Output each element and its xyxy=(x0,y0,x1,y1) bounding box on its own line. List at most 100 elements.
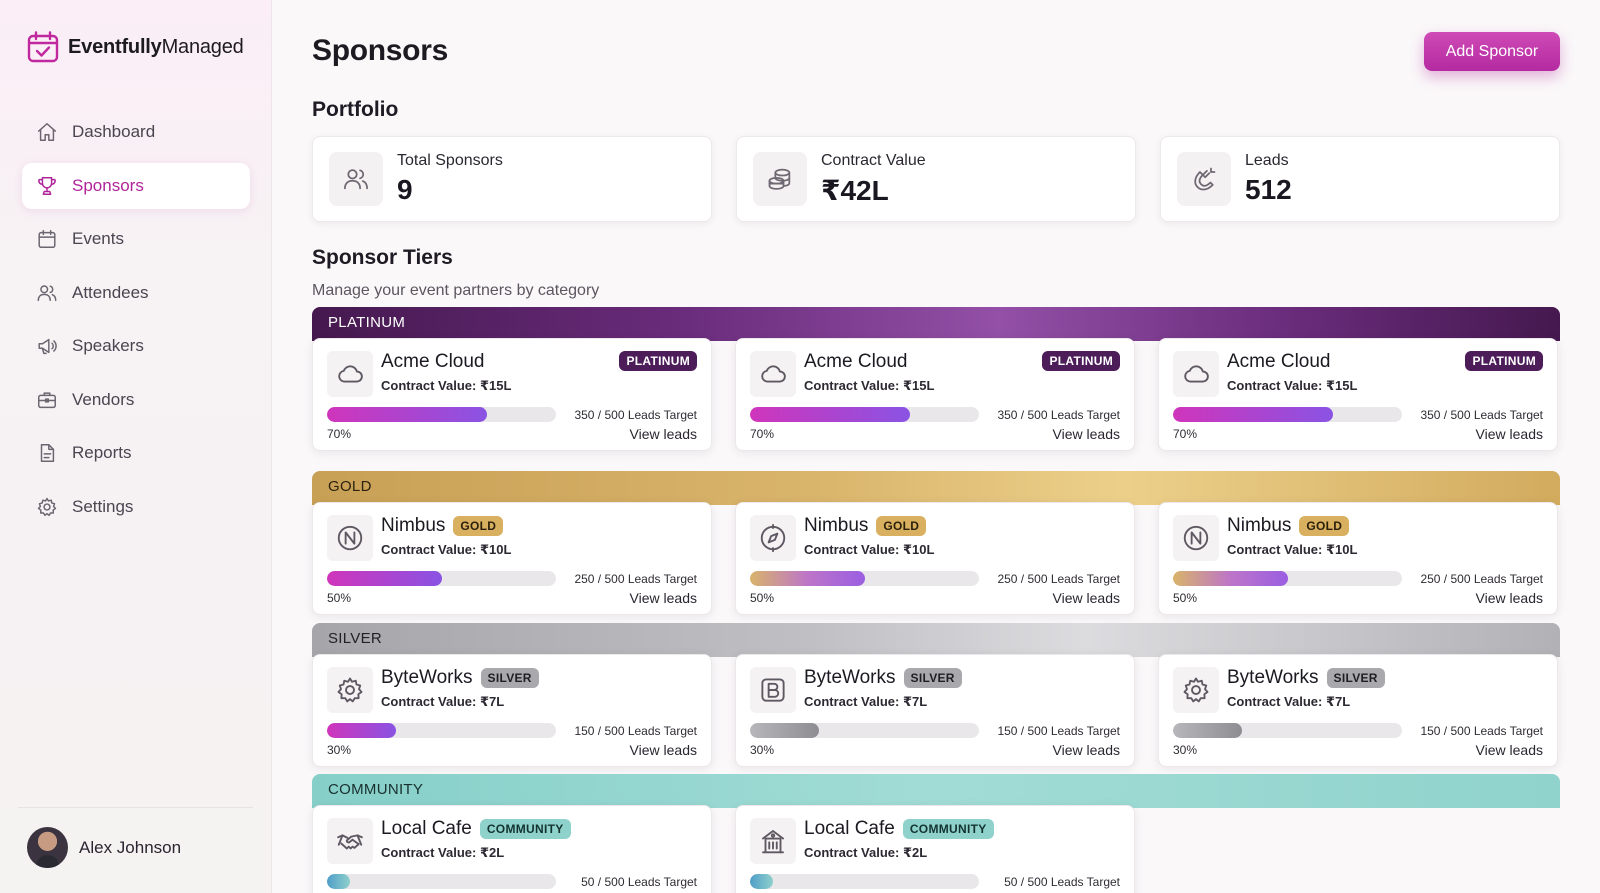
portfolio-title: Portfolio xyxy=(312,98,399,121)
sidebar-divider xyxy=(18,807,253,808)
magnet-icon xyxy=(1194,167,1216,191)
sponsor-card[interactable]: PLATINUM Acme Cloud Contract Value: ₹15L 35… xyxy=(312,338,712,451)
sidebar-item-label: Vendors xyxy=(72,389,135,409)
briefcase-icon xyxy=(38,391,56,408)
view-leads-link[interactable]: View leads xyxy=(1052,590,1120,606)
n-logo-icon xyxy=(1183,525,1209,551)
leads-progress-fill xyxy=(1173,723,1242,738)
sponsor-logo xyxy=(327,818,373,864)
avatar[interactable] xyxy=(27,827,68,868)
sponsor-name: Local Cafe xyxy=(381,818,472,839)
sidebar-item-attendees[interactable]: Attendees xyxy=(22,270,250,316)
leads-progress-bar xyxy=(750,407,979,422)
sidebar-item-speakers[interactable]: Speakers xyxy=(22,323,250,369)
brand-logo[interactable]: EventfullyManaged xyxy=(26,30,244,64)
sponsor-card[interactable]: PLATINUM Acme Cloud Contract Value: ₹15L 35… xyxy=(735,338,1135,451)
leads-progress-bar xyxy=(1173,407,1402,422)
tier-badge: SILVER xyxy=(903,668,962,688)
leads-percent: 70% xyxy=(750,427,775,441)
sidebar-item-label: Settings xyxy=(72,496,134,516)
leads-target: 350 / 500 Leads Target xyxy=(997,407,1120,422)
tier-badge: PLATINUM xyxy=(619,351,697,371)
coins-icon xyxy=(768,168,791,190)
leads-progress-fill xyxy=(750,874,773,889)
leads-progress-fill xyxy=(1173,407,1334,422)
leads-progress-bar xyxy=(327,874,556,889)
gear-icon xyxy=(337,677,363,703)
stat-icon-box xyxy=(1177,152,1231,206)
sponsor-name: ByteWorks xyxy=(381,667,473,688)
sponsor-name: ByteWorks xyxy=(1227,667,1319,688)
sidebar-item-label: Speakers xyxy=(72,336,144,355)
sponsor-name: Nimbus xyxy=(1227,515,1292,536)
leads-percent: 70% xyxy=(327,427,352,441)
brand-name: EventfullyManaged xyxy=(68,35,244,58)
sidebar-item-label: Events xyxy=(72,229,124,248)
b-logo-icon xyxy=(761,678,785,702)
sponsor-name: Nimbus xyxy=(381,515,446,536)
leads-percent: 50% xyxy=(327,591,352,605)
sponsor-card[interactable]: PLATINUM Acme Cloud Contract Value: ₹15L 35… xyxy=(1158,338,1558,451)
stat-label: Contract Value xyxy=(821,151,926,169)
sponsor-card[interactable]: ByteWorks SILVER Contract Value: ₹7L 150 / … xyxy=(735,654,1135,767)
sponsor-tiers-subtitle: Manage your event partners by category xyxy=(312,282,600,299)
sponsor-card[interactable]: Nimbus GOLD Contract Value: ₹10L 250 / 500 … xyxy=(735,502,1135,615)
user-profile[interactable]: Alex Johnson xyxy=(27,827,181,868)
contract-value: Contract Value: ₹15L xyxy=(381,378,512,393)
view-leads-link[interactable]: View leads xyxy=(629,590,697,606)
sponsor-card[interactable]: Local Cafe COMMUNITY Contract Value: ₹2L 50… xyxy=(735,805,1135,893)
leads-progress-bar xyxy=(327,407,556,422)
sponsor-name: Local Cafe xyxy=(804,818,895,839)
view-leads-link[interactable]: View leads xyxy=(629,426,697,442)
leads-percent: 30% xyxy=(327,743,352,757)
tier-badge: PLATINUM xyxy=(1465,351,1543,371)
contract-value: Contract Value: ₹2L xyxy=(381,845,505,860)
building-icon xyxy=(762,830,784,854)
leads-target: 150 / 500 Leads Target xyxy=(574,723,697,738)
contract-value: Contract Value: ₹10L xyxy=(1227,542,1358,557)
sponsor-name: Acme Cloud xyxy=(381,351,485,372)
sponsor-logo xyxy=(750,818,796,864)
sponsor-card[interactable]: Nimbus GOLD Contract Value: ₹10L 250 / 500 … xyxy=(312,502,712,615)
view-leads-link[interactable]: View leads xyxy=(1052,742,1120,758)
page-title: Sponsors xyxy=(312,34,448,67)
stat-card-leads: Leads 512 xyxy=(1160,136,1560,222)
tier-cards: Local Cafe COMMUNITY Contract Value: ₹2L 50… xyxy=(312,805,1560,893)
sponsor-logo xyxy=(750,351,796,397)
stat-value: ₹42L xyxy=(821,174,889,206)
sidebar-item-events[interactable]: Events xyxy=(22,216,250,262)
sponsor-logo xyxy=(1173,515,1219,561)
stat-card-contract-value: Contract Value ₹42L xyxy=(736,136,1136,222)
sponsor-card[interactable]: ByteWorks SILVER Contract Value: ₹7L 150 / … xyxy=(1158,654,1558,767)
add-sponsor-button[interactable]: Add Sponsor xyxy=(1424,32,1560,71)
sponsor-card[interactable]: Nimbus GOLD Contract Value: ₹10L 250 / 500 … xyxy=(1158,502,1558,615)
view-leads-link[interactable]: View leads xyxy=(1052,426,1120,442)
tier-badge: COMMUNITY xyxy=(479,819,571,839)
tier-badge: COMMUNITY xyxy=(902,819,994,839)
sidebar-item-sponsors[interactable]: Sponsors xyxy=(22,162,250,209)
tier-badge: GOLD xyxy=(1299,516,1350,536)
view-leads-link[interactable]: View leads xyxy=(1475,426,1543,442)
sidebar-item-vendors[interactable]: Vendors xyxy=(22,377,250,423)
sidebar-item-dashboard[interactable]: Dashboard xyxy=(22,109,250,155)
handshake-icon xyxy=(337,834,363,850)
sponsor-name: Acme Cloud xyxy=(804,351,908,372)
view-leads-link[interactable]: View leads xyxy=(1475,742,1543,758)
cloud-icon xyxy=(338,365,363,383)
sponsor-card[interactable]: ByteWorks SILVER Contract Value: ₹7L 150 / … xyxy=(312,654,712,767)
view-leads-link[interactable]: View leads xyxy=(1475,590,1543,606)
sidebar-item-settings[interactable]: Settings xyxy=(22,484,250,530)
sponsor-card[interactable]: Local Cafe COMMUNITY Contract Value: ₹2L 50… xyxy=(312,805,712,893)
sidebar-item-reports[interactable]: Reports xyxy=(22,430,250,476)
sponsor-name: ByteWorks xyxy=(804,667,896,688)
sponsor-logo xyxy=(1173,667,1219,713)
view-leads-link[interactable]: View leads xyxy=(629,742,697,758)
sidebar-item-label: Attendees xyxy=(72,282,149,302)
leads-target: 250 / 500 Leads Target xyxy=(1420,571,1543,586)
stat-card-total-sponsors: Total Sponsors 9 xyxy=(312,136,712,222)
gear-icon xyxy=(37,497,57,516)
leads-target: 350 / 500 Leads Target xyxy=(1420,407,1543,422)
leads-progress-fill xyxy=(327,407,488,422)
tier-badge: SILVER xyxy=(1326,668,1385,688)
leads-target: 50 / 500 Leads Target xyxy=(1004,874,1120,889)
